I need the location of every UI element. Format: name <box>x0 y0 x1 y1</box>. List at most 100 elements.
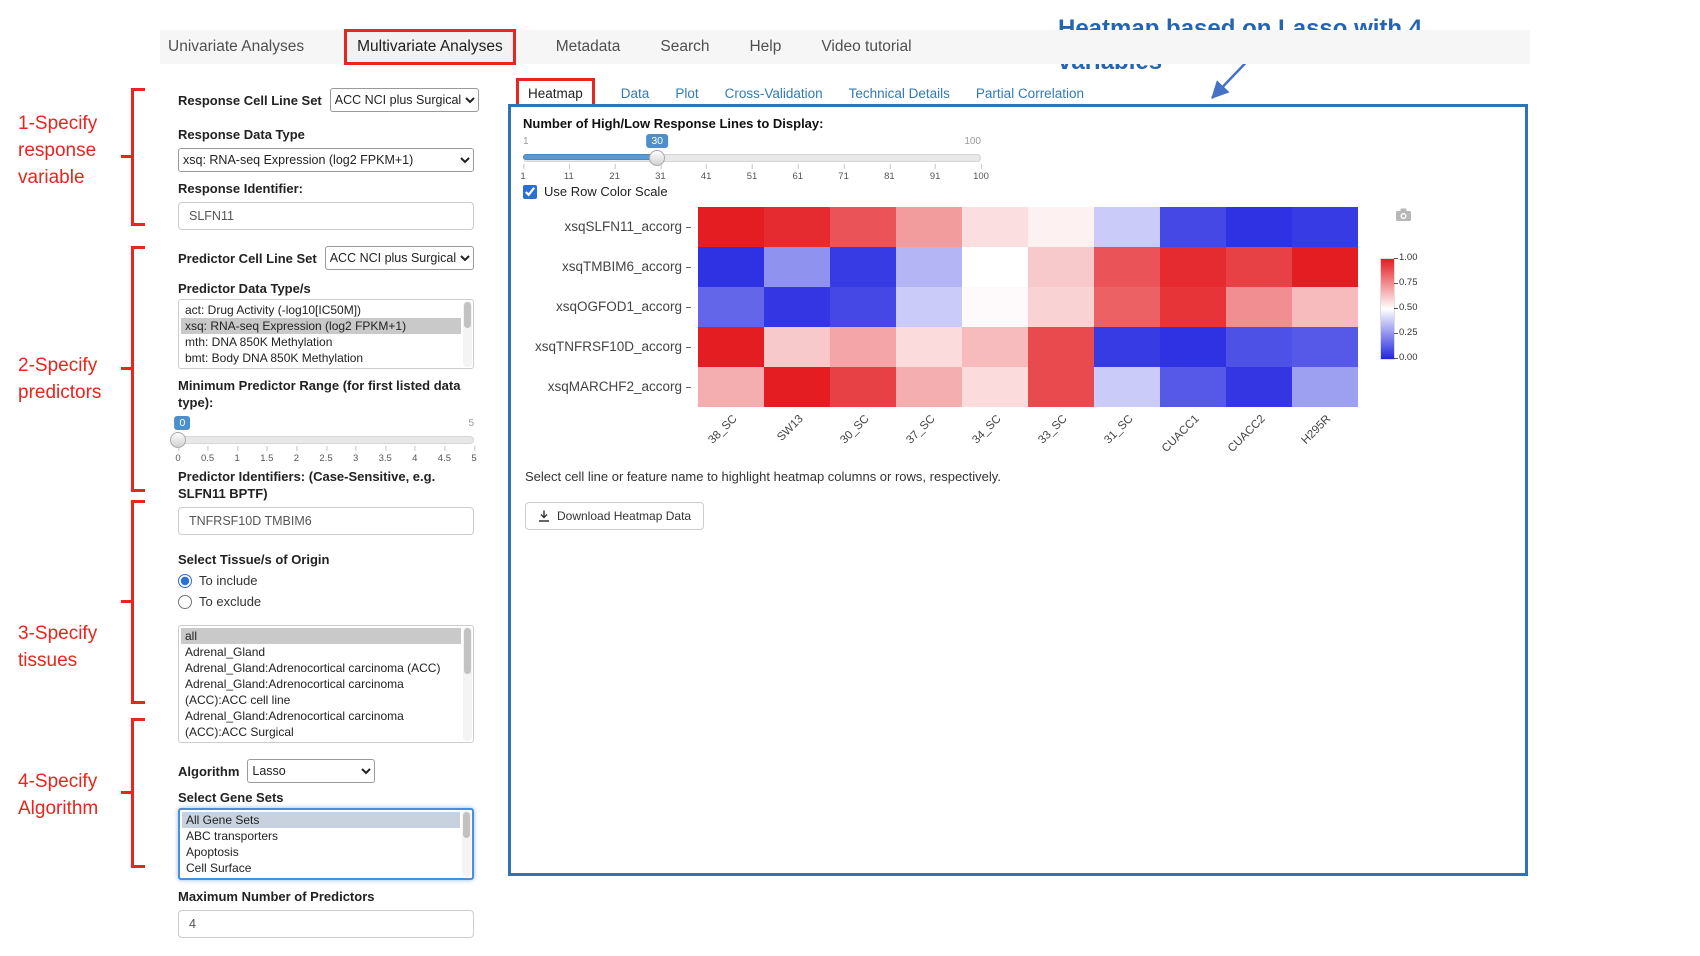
tab-partial-correlation[interactable]: Partial Correlation <box>975 86 1084 101</box>
heatmap-cell[interactable] <box>1094 327 1160 367</box>
option-adrenal-gland-adrenocortical-carcinoma-acc[interactable]: Adrenal_Gland:Adrenocortical carcinoma (… <box>185 661 441 675</box>
heatmap-cell[interactable] <box>1028 287 1094 327</box>
heatmap-cell[interactable] <box>896 247 962 287</box>
heatmap-cell[interactable] <box>1160 327 1226 367</box>
predictor-data-type-listbox[interactable]: act: Drug Activity (-log10[IC50M]) xsq: R… <box>178 299 474 369</box>
heatmap-cell[interactable] <box>1094 247 1160 287</box>
nav-item-multivariate-analyses[interactable]: Multivariate Analyses <box>344 29 516 65</box>
nav-item-search[interactable]: Search <box>660 38 710 55</box>
heatmap-col-label-sw13[interactable]: SW13 <box>774 413 806 444</box>
heatmap-cell[interactable] <box>830 207 896 247</box>
algorithm-select[interactable]: Lasso <box>247 759 376 783</box>
camera-icon[interactable] <box>1395 207 1412 222</box>
heatmap-cell[interactable] <box>1160 247 1226 287</box>
heatmap-cell[interactable] <box>1094 367 1160 407</box>
heatmap-cell[interactable] <box>764 207 830 247</box>
download-heatmap-button[interactable]: Download Heatmap Data <box>525 502 705 530</box>
tab-data[interactable]: Data <box>620 86 650 101</box>
heatmap-cell[interactable] <box>1292 367 1358 407</box>
heatmap-col-label-cuacc2[interactable]: CUACC2 <box>1225 413 1268 455</box>
heatmap-cell[interactable] <box>1226 367 1292 407</box>
option-adrenal-gland[interactable]: Adrenal_Gland <box>185 645 266 659</box>
tab-plot[interactable]: Plot <box>675 86 699 101</box>
heatmap-cell[interactable] <box>1160 367 1226 407</box>
heatmap-cell[interactable] <box>698 207 764 247</box>
nav-item-univariate-analyses[interactable]: Univariate Analyses <box>168 38 305 55</box>
heatmap-cell[interactable] <box>764 327 830 367</box>
heatmap-col-label-37-sc[interactable]: 37_SC <box>904 413 938 447</box>
option-cell-surface[interactable]: Cell Surface <box>186 861 252 875</box>
heatmap-cell[interactable] <box>1028 327 1094 367</box>
row-color-scale-row[interactable]: Use Row Color Scale <box>523 184 1513 199</box>
heatmap-cell[interactable] <box>1226 207 1292 247</box>
option-adrenal-gland-adrenocortical-carcinoma-acc-acc-cell-line[interactable]: Adrenal_Gland:Adrenocortical carcinoma (… <box>185 677 404 707</box>
option-all[interactable]: all <box>181 628 461 644</box>
listbox-scrollbar[interactable] <box>462 811 471 877</box>
heatmap-cell[interactable] <box>1028 207 1094 247</box>
heatmap-cell[interactable] <box>698 287 764 327</box>
nav-item-help[interactable]: Help <box>749 38 782 55</box>
heatmap-cell[interactable] <box>1292 287 1358 327</box>
option-adrenal-gland-adrenocortical-carcinoma-acc-acc-surgical[interactable]: Adrenal_Gland:Adrenocortical carcinoma (… <box>185 709 404 739</box>
heatmap-cell[interactable] <box>1094 287 1160 327</box>
heatmap-cell[interactable] <box>1028 247 1094 287</box>
heatmap-cell[interactable] <box>698 247 764 287</box>
slider-track[interactable] <box>178 436 474 444</box>
heatmap-cell[interactable] <box>962 287 1028 327</box>
heatmap-cell[interactable] <box>896 367 962 407</box>
heatmap-row-label-xsqtnfrsf10d-accorg[interactable]: xsqTNFRSF10D_accorg <box>523 327 691 367</box>
heatmap-col-label-30-sc[interactable]: 30_SC <box>838 413 872 447</box>
heatmap-col-label-cuacc1[interactable]: CUACC1 <box>1159 413 1202 455</box>
heatmap-row-label-xsqtmbim6-accorg[interactable]: xsqTMBIM6_accorg <box>523 247 691 287</box>
response-data-type-select[interactable]: xsq: RNA-seq Expression (log2 FPKM+1) <box>178 148 474 172</box>
heatmap-cell[interactable] <box>962 247 1028 287</box>
gene-sets-listbox[interactable]: All Gene Sets ABC transporters Apoptosis Ce… <box>178 808 474 880</box>
heatmap-cell[interactable] <box>1028 367 1094 407</box>
heatmap-cell[interactable] <box>698 327 764 367</box>
response-identifier-input[interactable] <box>178 202 474 230</box>
tab-cross-validation[interactable]: Cross-Validation <box>724 86 823 101</box>
heatmap-cell[interactable] <box>1292 247 1358 287</box>
heatmap-cell[interactable] <box>1160 207 1226 247</box>
response-cell-line-set-select[interactable]: ACC NCI plus Surgical <box>329 88 479 112</box>
heatmap-cell[interactable] <box>1226 247 1292 287</box>
option-act-drug-activity-log10-ic50m[interactable]: act: Drug Activity (-log10[IC50M]) <box>185 303 362 317</box>
tissue-listbox[interactable]: all Adrenal_Gland Adrenal_Gland:Adrenocort… <box>178 625 474 743</box>
heatmap-cell[interactable] <box>830 367 896 407</box>
heatmap-cell[interactable] <box>830 327 896 367</box>
max-predictors-input[interactable] <box>178 910 474 938</box>
nav-item-video-tutorial[interactable]: Video tutorial <box>821 38 912 55</box>
heatmap-cell[interactable] <box>830 287 896 327</box>
predictor-cell-line-set-select[interactable]: ACC NCI plus Surgical <box>324 246 474 270</box>
heatmap-col-label-33-sc[interactable]: 33_SC <box>1036 413 1070 447</box>
heatmap-cell[interactable] <box>764 367 830 407</box>
predictor-identifiers-input[interactable] <box>178 507 474 535</box>
option-abc-transporters[interactable]: ABC transporters <box>186 829 279 843</box>
heatmap-cell[interactable] <box>1292 207 1358 247</box>
row-color-scale-checkbox[interactable] <box>523 184 537 199</box>
heatmap-cell[interactable] <box>896 287 962 327</box>
option-xsq-rna-seq-expression-log2-fpkm-1[interactable]: xsq: RNA-seq Expression (log2 FPKM+1) <box>181 318 461 334</box>
heatmap-cell[interactable] <box>830 247 896 287</box>
min-predictor-range-slider[interactable]: 0 5 0 0 0.5 1 1.5 2 2.5 3 3.5 4 4.5 5 <box>170 416 477 464</box>
heatmap-col-label-31-sc[interactable]: 31_SC <box>1102 413 1136 447</box>
option-all-gene-sets[interactable]: All Gene Sets <box>182 812 460 828</box>
heatmap-cell[interactable] <box>698 367 764 407</box>
heatmap-cell[interactable] <box>962 207 1028 247</box>
option-mth-dna-850k-methylation[interactable]: mth: DNA 850K Methylation <box>185 335 333 349</box>
heatmap-cell[interactable] <box>896 207 962 247</box>
heatmap-row-label-xsqogfod1-accorg[interactable]: xsqOGFOD1_accorg <box>523 287 691 327</box>
heatmap-cell[interactable] <box>1226 327 1292 367</box>
option-apoptosis[interactable]: Apoptosis <box>186 845 239 859</box>
heatmap-cell[interactable] <box>962 367 1028 407</box>
to-exclude-radio[interactable]: To exclude <box>178 594 474 609</box>
heatmap-cell[interactable] <box>1226 287 1292 327</box>
slider-handle[interactable] <box>170 432 186 448</box>
heatmap-cell[interactable] <box>896 327 962 367</box>
lines-slider[interactable]: 1 100 30 1 11 21 31 41 51 61 71 81 91 100 <box>520 134 989 182</box>
slider-handle[interactable] <box>649 150 666 166</box>
heatmap-row-label-xsqmarchf2-accorg[interactable]: xsqMARCHF2_accorg <box>523 367 691 407</box>
option-bmt-body-dna-850k-methylation[interactable]: bmt: Body DNA 850K Methylation <box>185 351 364 365</box>
heatmap-cell[interactable] <box>1292 327 1358 367</box>
heatmap-col-label-h295r[interactable]: H295R <box>1299 413 1334 447</box>
